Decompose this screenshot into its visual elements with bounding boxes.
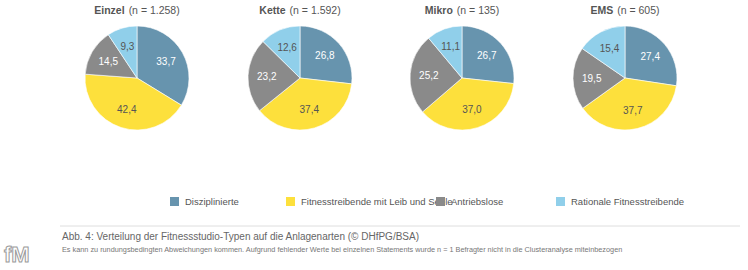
legend-label: Antriebslose bbox=[451, 196, 503, 207]
subtitle: (n = 605) bbox=[617, 4, 659, 16]
pie-chart: Einzel (n = 1.258) 33,7 42,4 14,59,3 bbox=[85, 4, 189, 130]
data-label: 26,7 bbox=[477, 50, 497, 61]
subtitle: (n = 1.592) bbox=[290, 4, 341, 16]
chart-title: Kette (n = 1.592) bbox=[259, 4, 340, 16]
data-label: 14,5 bbox=[99, 56, 119, 67]
data-labels: 26,7 37,0 25,2 11,1 bbox=[419, 41, 497, 115]
note: Es kann zu rundungsbedingten Abweichunge… bbox=[62, 245, 622, 254]
pie-chart: Kette (n = 1.592) 26,8 37,4 23,2 12,6 bbox=[248, 4, 352, 130]
slices bbox=[85, 26, 189, 130]
subtitle: (n = 1.258) bbox=[129, 4, 180, 16]
data-label: 25,2 bbox=[419, 70, 439, 81]
title: EMS bbox=[590, 4, 613, 16]
pie-slice bbox=[625, 26, 677, 86]
legend-swatch bbox=[556, 197, 565, 206]
canvas: Einzel (n = 1.258) 33,7 42,4 14,59,3 Kette (n … bbox=[0, 0, 748, 270]
data-label: 12,6 bbox=[277, 42, 297, 53]
legend-label: Rationale Fitnesstreibende bbox=[571, 196, 684, 207]
data-label: 9,3 bbox=[120, 41, 134, 52]
pie-chart: Mikro (n = 135) 26,7 37,0 25,2 11,1 bbox=[410, 4, 514, 130]
separator bbox=[60, 226, 740, 227]
pie-slice bbox=[582, 26, 625, 78]
slices bbox=[248, 26, 352, 130]
data-label: 37,0 bbox=[462, 104, 482, 115]
data-label: 19,5 bbox=[582, 73, 602, 84]
pie-slice bbox=[462, 26, 514, 84]
subtitle: (n = 135) bbox=[457, 4, 499, 16]
pie-slice bbox=[85, 74, 181, 130]
slices bbox=[410, 26, 514, 130]
data-label: 37,7 bbox=[623, 105, 643, 116]
pie-slice bbox=[300, 26, 352, 84]
legend-swatch bbox=[170, 197, 179, 206]
data-label: 23,2 bbox=[257, 71, 277, 82]
pie-slice bbox=[410, 38, 462, 112]
data-labels: 33,7 42,4 14,59,3 bbox=[99, 41, 177, 116]
caption: Abb. 4: Verteilung der Fitnessstudio-Typ… bbox=[62, 231, 419, 242]
legend-swatch bbox=[286, 197, 295, 206]
pie-chart: EMS (n = 605) 27,4 37,7 19,5 15,4 bbox=[573, 4, 677, 130]
chart-title: EMS (n = 605) bbox=[590, 4, 659, 16]
figure: Einzel (n = 1.258) 33,7 42,4 14,59,3 Kette (n … bbox=[0, 0, 748, 270]
legend-label: Disziplinierte bbox=[185, 196, 239, 207]
pie-slice bbox=[108, 26, 137, 78]
data-label: 26,8 bbox=[315, 50, 335, 61]
logo: fM bbox=[4, 242, 30, 267]
data-label: 15,4 bbox=[600, 43, 620, 54]
data-label: 42,4 bbox=[117, 104, 137, 115]
legend-label: Fitnesstreibende mit Leib und Seele bbox=[301, 196, 453, 207]
data-labels: 26,8 37,4 23,2 12,6 bbox=[257, 42, 335, 116]
data-label: 37,4 bbox=[300, 104, 320, 115]
data-label: 27,4 bbox=[641, 51, 661, 62]
title: Mikro bbox=[425, 4, 453, 16]
data-label: 11,1 bbox=[441, 41, 460, 52]
chart-title: Einzel (n = 1.258) bbox=[94, 4, 179, 16]
legend: Disziplinierte Fitnesstreibende mit Leib … bbox=[170, 196, 684, 207]
data-label: 33,7 bbox=[156, 56, 176, 67]
legend-swatch bbox=[436, 197, 445, 206]
chart-title: Mikro (n = 135) bbox=[425, 4, 499, 16]
title: Kette bbox=[259, 4, 285, 16]
slices bbox=[573, 26, 677, 130]
title: Einzel bbox=[94, 4, 124, 16]
data-labels: 27,4 37,7 19,5 15,4 bbox=[582, 43, 660, 116]
